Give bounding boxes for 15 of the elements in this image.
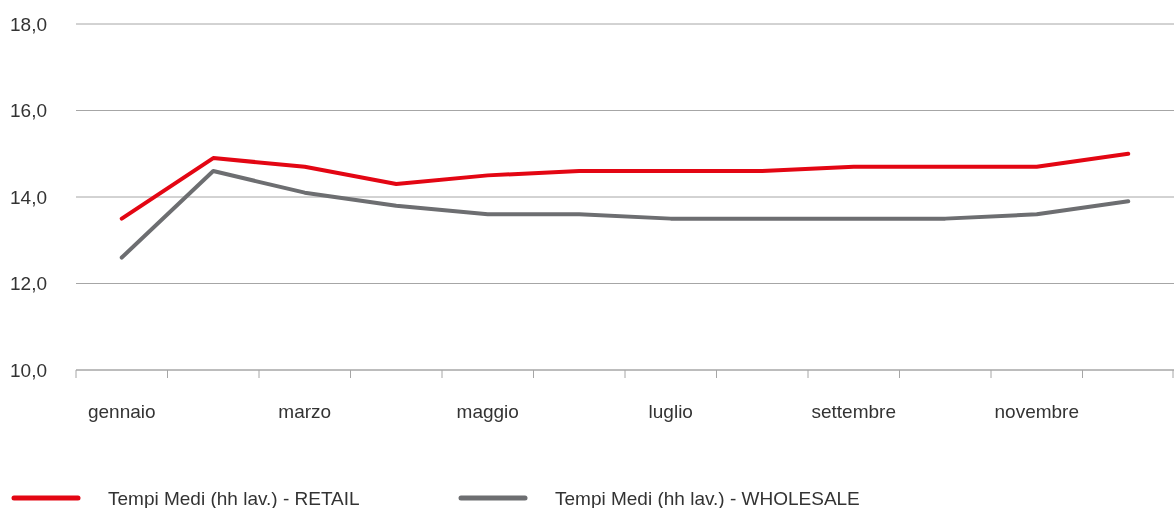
legend-label: Tempi Medi (hh lav.) - WHOLESALE [555,487,860,508]
x-tick-label: gennaio [87,401,156,422]
y-tick-label: 10,0 [10,359,47,381]
y-tick-label: 12,0 [10,273,47,295]
y-tick-label: 14,0 [10,186,47,208]
legend-label: Tempi Medi (hh lav.) - RETAIL [108,487,360,508]
y-tick-label: 18,0 [10,13,47,35]
x-tick-label: luglio [648,401,693,422]
line-series [119,151,1131,221]
line-series [119,169,1131,260]
x-tick-label: maggio [456,401,519,422]
x-tick-label: novembre [994,401,1079,422]
y-tick-label: 16,0 [10,100,47,122]
x-tick-label: settembre [811,401,896,422]
x-tick-label: marzo [278,401,332,422]
